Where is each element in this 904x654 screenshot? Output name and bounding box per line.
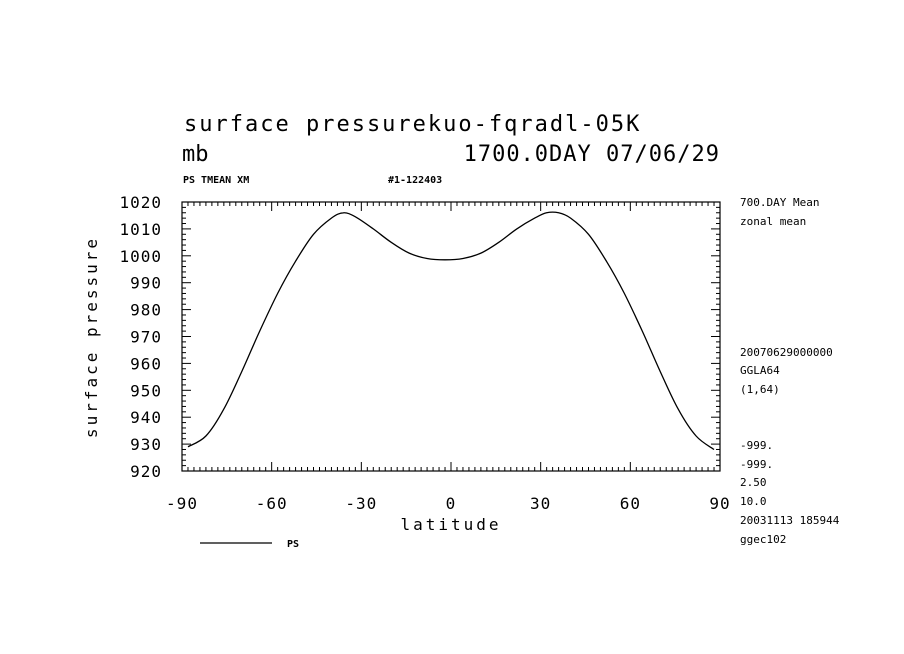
y-tick-label: 920 bbox=[130, 462, 162, 481]
x-tick-label: 30 bbox=[530, 494, 551, 513]
y-tick-label: 930 bbox=[130, 435, 162, 454]
x-tick-label: -30 bbox=[345, 494, 377, 513]
x-axis-label: latitude bbox=[400, 515, 501, 534]
annotation-period: 700.DAY Mean bbox=[740, 196, 819, 209]
y-tick-label: 1020 bbox=[119, 193, 162, 212]
y-tick-label: 940 bbox=[130, 408, 162, 427]
time-label: 1700.0DAY 07/06/29 bbox=[464, 142, 720, 167]
annotation-created: 20031113 185944 bbox=[740, 514, 840, 527]
plot-frame bbox=[181, 201, 721, 472]
legend-label-ps: PS bbox=[287, 539, 299, 550]
annotation-value-1: 2.50 bbox=[740, 476, 767, 489]
run-label: #1-122403 bbox=[388, 175, 442, 186]
y-tick-label: 1000 bbox=[119, 247, 162, 266]
annotation-operation: zonal mean bbox=[740, 215, 806, 228]
units-label: mb bbox=[182, 142, 209, 167]
annotation-grid-name: GGLA64 bbox=[740, 364, 780, 377]
x-tick-label: 90 bbox=[709, 494, 730, 513]
legend: PS bbox=[200, 539, 299, 550]
annotation-date: 20070629000000 bbox=[740, 346, 833, 359]
annotation-undef-1: -999. bbox=[740, 439, 773, 452]
axis-ticks bbox=[181, 201, 721, 472]
y-tick-label: 970 bbox=[130, 328, 162, 347]
chart-title: surface pressurekuo-fqradl-05K bbox=[184, 112, 641, 137]
x-tick-label: 0 bbox=[446, 494, 457, 513]
series-line-ps bbox=[187, 211, 715, 451]
x-tick-label: 60 bbox=[620, 494, 641, 513]
y-axis-label: surface pressure bbox=[82, 236, 101, 438]
variable-label: PS TMEAN XM bbox=[183, 175, 249, 186]
annotation-host: ggec102 bbox=[740, 533, 786, 546]
y-tick-label: 1010 bbox=[119, 220, 162, 239]
y-tick-label: 990 bbox=[130, 274, 162, 293]
annotation-grid-index: (1,64) bbox=[740, 383, 780, 396]
x-tick-label: -90 bbox=[166, 494, 198, 513]
y-tick-label: 980 bbox=[130, 301, 162, 320]
annotation-value-2: 10.0 bbox=[740, 495, 767, 508]
y-tick-label: 950 bbox=[130, 381, 162, 400]
annotation-undef-2: -999. bbox=[740, 458, 773, 471]
y-tick-label: 960 bbox=[130, 354, 162, 373]
x-tick-label: -60 bbox=[256, 494, 288, 513]
